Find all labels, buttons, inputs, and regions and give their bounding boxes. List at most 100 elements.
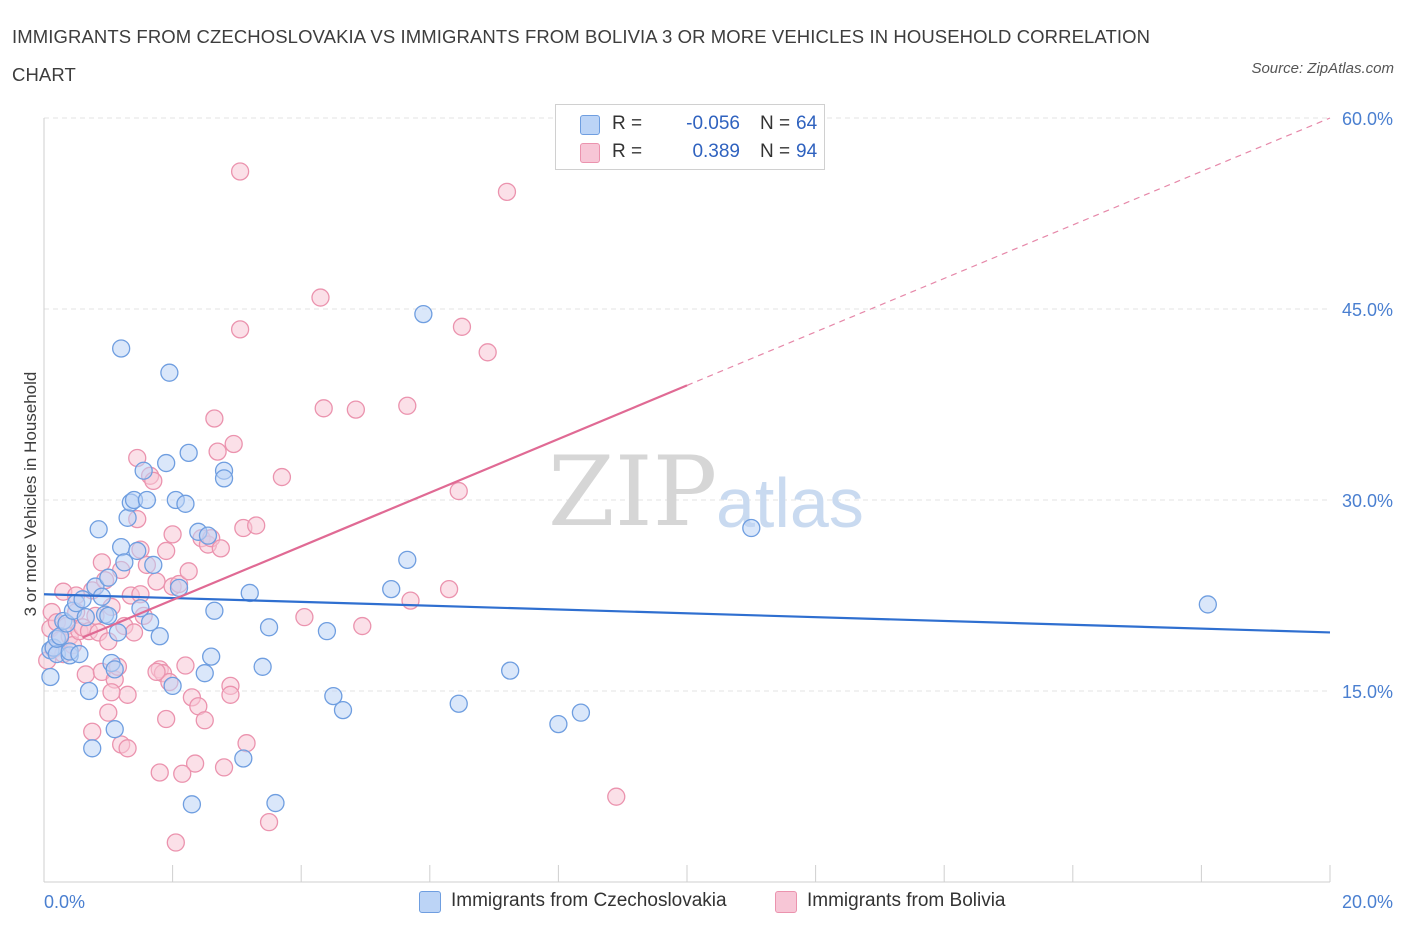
data-point <box>195 664 214 683</box>
data-point <box>311 288 330 307</box>
data-point <box>439 579 459 599</box>
data-point <box>157 541 176 561</box>
data-point <box>105 720 124 739</box>
y-axis-label: 3 or more Vehicles in Household <box>21 372 40 617</box>
data-point <box>1198 595 1217 614</box>
data-point <box>108 623 128 642</box>
data-point <box>295 607 314 627</box>
data-point <box>230 162 250 181</box>
data-point <box>414 304 433 324</box>
data-point <box>449 694 468 713</box>
czech-swatch-icon <box>580 115 600 135</box>
data-point <box>234 749 253 768</box>
data-point <box>99 703 118 722</box>
data-point <box>382 579 401 599</box>
czech-trend-line <box>43 593 1331 634</box>
data-point <box>195 711 214 730</box>
data-point <box>742 518 761 538</box>
r-value: 0.389 <box>692 141 740 162</box>
data-point <box>253 657 272 676</box>
data-point <box>398 550 417 569</box>
data-point <box>118 508 137 527</box>
data-point <box>179 562 198 581</box>
czech-swatch-icon <box>419 891 441 913</box>
data-point <box>79 681 99 701</box>
data-point <box>99 568 118 587</box>
data-point <box>83 722 102 741</box>
data-point <box>266 793 285 813</box>
n-label: N = <box>760 113 791 134</box>
data-point <box>237 734 256 753</box>
data-point <box>571 703 591 722</box>
czech-points <box>41 304 1217 814</box>
data-point <box>497 182 517 202</box>
data-point <box>205 409 224 428</box>
data-point <box>198 526 218 545</box>
data-point <box>401 591 420 610</box>
data-point <box>83 739 102 758</box>
y-tick-label: 30.0% <box>1342 491 1393 511</box>
data-point <box>398 396 417 415</box>
data-point <box>124 623 144 642</box>
data-point <box>140 613 160 632</box>
data-point <box>115 553 134 572</box>
data-point <box>182 795 202 814</box>
source-note: Source: ZipAtlas.com <box>1251 60 1394 77</box>
data-point <box>150 763 169 782</box>
n-label: N = <box>760 141 791 162</box>
data-point <box>452 317 472 336</box>
data-point <box>346 400 366 419</box>
data-point <box>202 647 221 666</box>
data-point <box>118 685 137 704</box>
data-point <box>144 555 163 575</box>
data-point <box>205 601 224 620</box>
chart-title: IMMIGRANTS FROM CZECHOSLOVAKIA VS IMMIGR… <box>12 26 1151 85</box>
data-point <box>76 665 95 684</box>
gridlines <box>44 117 1330 692</box>
r-label: R = <box>612 141 643 162</box>
data-point <box>501 661 520 680</box>
data-point <box>163 676 182 696</box>
correlation-legend: R = -0.056 N = 64 R = 0.389 N = 94 <box>555 104 825 170</box>
data-point <box>160 363 179 382</box>
data-point <box>247 516 266 535</box>
data-point <box>214 469 234 488</box>
data-point <box>353 616 372 636</box>
data-point <box>208 442 227 461</box>
data-point <box>179 443 198 463</box>
data-point <box>333 700 353 720</box>
data-point <box>118 739 137 758</box>
data-point <box>314 399 333 418</box>
x-tick-label-min: 0.0% <box>44 892 85 912</box>
data-point <box>230 320 250 339</box>
data-point <box>73 590 92 609</box>
x-tick-label-max: 20.0% <box>1342 892 1393 912</box>
bolivia-swatch-icon <box>580 143 600 163</box>
r-label: R = <box>612 113 643 134</box>
data-point <box>176 494 195 513</box>
data-point <box>211 539 230 558</box>
data-point <box>112 339 131 358</box>
data-point <box>449 481 468 501</box>
data-point <box>173 764 192 783</box>
data-point <box>99 606 118 626</box>
data-point <box>157 709 176 729</box>
data-point <box>147 662 166 682</box>
y-tick-label: 15.0% <box>1342 682 1393 702</box>
axes <box>43 118 1331 883</box>
data-point <box>163 525 182 544</box>
data-point <box>259 618 279 637</box>
data-point <box>92 553 112 572</box>
data-point <box>128 541 147 561</box>
data-point <box>478 343 497 362</box>
bolivia-swatch-icon <box>775 891 797 913</box>
data-point <box>76 607 95 627</box>
data-point <box>70 644 89 664</box>
data-point <box>259 813 279 832</box>
watermark-zip: ZIP <box>548 436 717 548</box>
data-point <box>240 583 259 603</box>
bolivia-trend-line <box>82 384 688 639</box>
n-value: 94 <box>796 141 818 162</box>
data-point <box>607 787 626 806</box>
y-tick-label: 45.0% <box>1342 300 1393 320</box>
